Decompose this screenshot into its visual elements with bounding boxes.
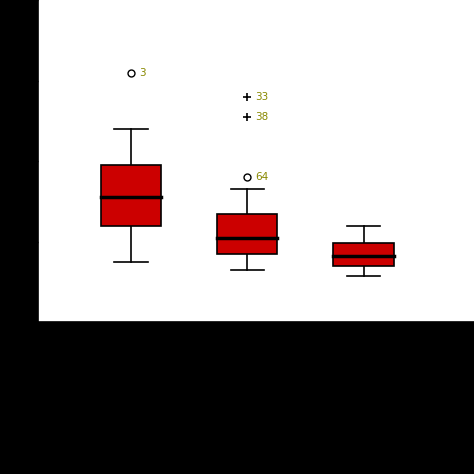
Text: N =: N = (8, 340, 28, 350)
Text: 3: 3 (139, 67, 146, 78)
Bar (333, 243, 394, 266)
Text: 33: 33 (255, 91, 269, 102)
Text: 20: 20 (356, 340, 371, 350)
Bar (100, 165, 161, 226)
Bar (217, 214, 277, 254)
Text: 20: 20 (240, 340, 254, 350)
Text: 64: 64 (255, 172, 269, 182)
Text: 25: 25 (124, 340, 138, 350)
Text: 38: 38 (255, 112, 269, 122)
